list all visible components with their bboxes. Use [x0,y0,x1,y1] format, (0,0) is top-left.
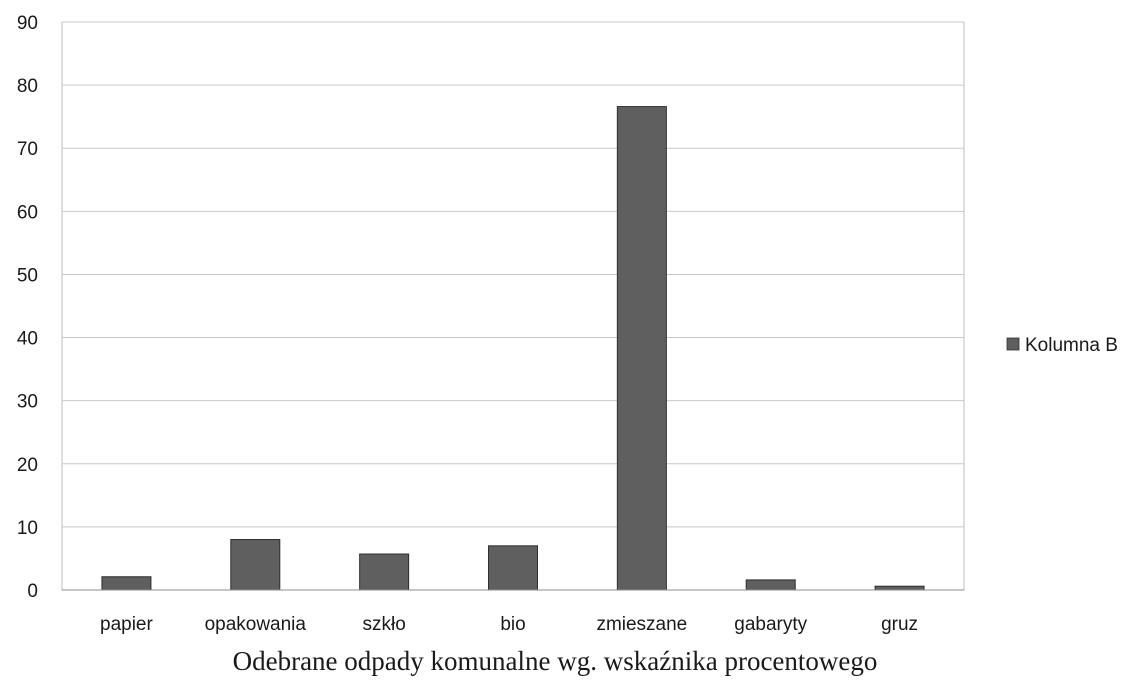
y-axis-ticks: 0 10 20 30 40 50 60 70 80 90 [17,13,38,602]
x-tick-label: opakowania [205,614,307,635]
x-tick-label: gabaryty [734,614,807,635]
x-tick-label: papier [100,614,153,635]
y-tick-label: 90 [17,13,38,34]
x-axis-ticks: papier opakowania szkło bio zmieszane gabaryt… [100,614,918,635]
x-tick-label: gruz [881,614,918,635]
y-tick-label: 0 [27,581,38,602]
plot-frame [61,21,965,591]
gridlines [62,21,964,528]
bar-gruz [874,585,925,591]
bar-papier [101,576,152,591]
legend-swatch [1006,337,1020,351]
bar-bio [488,545,538,591]
bar-opakowania [230,539,281,591]
x-tick-label: szkło [362,614,405,635]
y-tick-label: 20 [17,455,38,476]
y-tick-label: 10 [17,518,38,539]
y-tick-label: 40 [17,329,38,350]
chart-caption: Odebrane odpady komunalne wg. wskaźnika … [233,646,878,676]
y-tick-label: 60 [17,202,38,223]
bars [101,106,925,591]
y-tick-label: 50 [17,265,38,286]
bar-szkło [359,553,410,591]
bar-zmieszane [616,106,667,591]
y-tick-label: 30 [17,392,38,413]
x-tick-label: zmieszane [596,614,687,635]
bar-gabaryty [745,579,796,591]
y-tick-label: 80 [17,76,38,97]
legend-label: Kolumna B [1025,335,1118,356]
legend: Kolumna B [1006,335,1118,356]
y-tick-label: 70 [17,139,38,160]
x-tick-label: bio [500,614,525,635]
